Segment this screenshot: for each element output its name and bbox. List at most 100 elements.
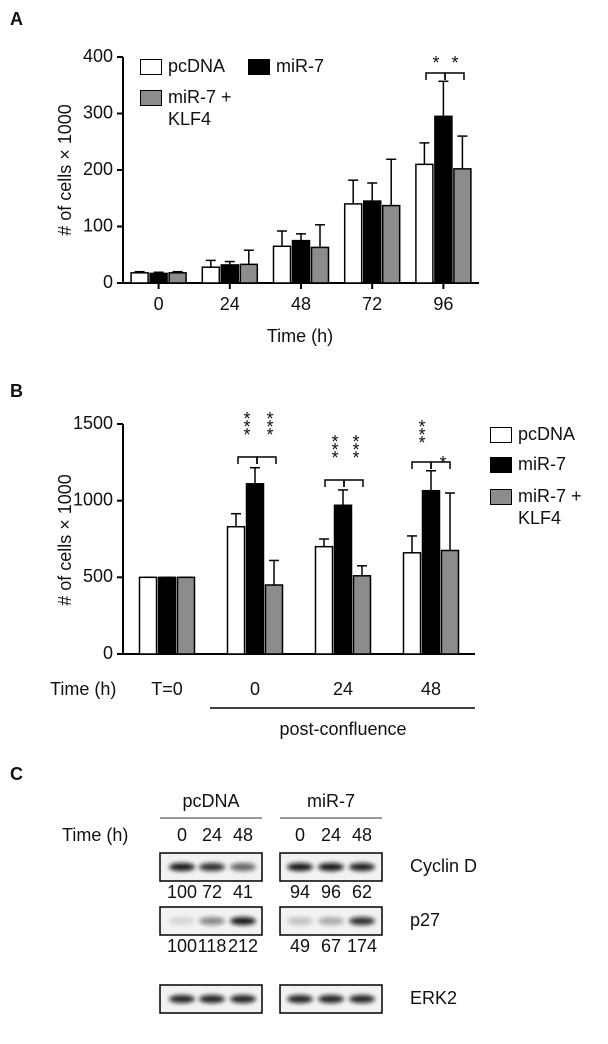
- blot-band: [318, 995, 344, 1003]
- y-tick-label: 200: [83, 159, 113, 179]
- significance-bracket: [324, 479, 345, 487]
- significance-bracket: [430, 461, 451, 469]
- blot-band: [230, 917, 256, 925]
- quantification: 100: [167, 936, 197, 956]
- bar: [168, 272, 187, 284]
- bar: [201, 266, 221, 284]
- bar: [239, 263, 259, 284]
- significance-stars: ***: [352, 432, 359, 468]
- x-tick-label: 24: [220, 294, 240, 314]
- blot-band: [349, 917, 375, 925]
- bar: [245, 483, 265, 655]
- legend-item: pcDNA: [140, 55, 225, 77]
- legend-label: miR-7 + KLF4: [518, 486, 582, 528]
- blot-band: [199, 863, 225, 871]
- bar: [362, 200, 382, 284]
- legend-swatch: [140, 59, 162, 75]
- blot-band: [287, 917, 313, 925]
- bar: [402, 552, 422, 655]
- legend-swatch: [140, 90, 162, 106]
- x-tick-label: 0: [250, 679, 260, 699]
- y-tick-label: 300: [83, 102, 113, 122]
- lane-label: 48: [352, 825, 372, 845]
- significance-stars: *: [451, 53, 458, 73]
- x-tick-label: 24: [333, 679, 353, 699]
- group-label: post-confluence: [279, 719, 406, 739]
- y-tick-label: 1000: [73, 489, 113, 509]
- x-tick-label: 96: [433, 294, 453, 314]
- significance-stars: ***: [418, 417, 425, 453]
- blot-band: [169, 917, 195, 925]
- quantification: 72: [202, 882, 222, 902]
- x-axis-label: Time (h): [50, 679, 116, 699]
- blot-band: [230, 995, 256, 1003]
- bar: [381, 204, 401, 284]
- blot-band: [287, 863, 313, 871]
- bar: [352, 575, 372, 655]
- quantification: 49: [290, 936, 310, 956]
- significance-stars: ***: [266, 409, 273, 445]
- significance-bracket: [256, 456, 277, 464]
- bar: [149, 272, 168, 284]
- bar: [272, 245, 292, 284]
- significance-stars: ***: [243, 409, 250, 445]
- significance-bracket: [444, 72, 465, 80]
- legend-item: miR-7: [248, 55, 324, 77]
- bar: [434, 115, 453, 284]
- bar: [176, 576, 196, 655]
- quantification: 62: [352, 882, 372, 902]
- blot-band: [349, 995, 375, 1003]
- row-label: p27: [410, 910, 440, 930]
- x-axis-label: Time (h): [267, 326, 333, 346]
- lane-label: 48: [233, 825, 253, 845]
- quantification: 67: [321, 936, 341, 956]
- bar: [343, 203, 363, 284]
- blot-band: [169, 995, 195, 1003]
- bar: [310, 246, 330, 284]
- x-tick-label: T=0: [151, 679, 183, 699]
- y-tick-label: 400: [83, 46, 113, 66]
- lane-label: 0: [295, 825, 305, 845]
- legend-label: miR-7: [276, 56, 324, 76]
- blot-band: [199, 995, 225, 1003]
- y-tick-label: 0: [103, 272, 113, 292]
- bar: [264, 584, 284, 655]
- quantification: 96: [321, 882, 341, 902]
- y-tick-label: 100: [83, 215, 113, 235]
- group-label: pcDNA: [182, 791, 239, 811]
- legend-item: miR-7 + KLF4: [490, 485, 596, 529]
- time-label: Time (h): [62, 825, 128, 845]
- legend-item: pcDNA: [490, 423, 575, 445]
- legend-swatch: [490, 427, 512, 443]
- bar: [220, 264, 240, 284]
- bar: [333, 504, 353, 655]
- lane-label: 0: [177, 825, 187, 845]
- quantification: 41: [233, 882, 253, 902]
- y-tick-label: 1500: [73, 413, 113, 433]
- y-tick-label: 0: [103, 643, 113, 663]
- bar: [421, 489, 441, 655]
- quantification: 212: [228, 936, 258, 956]
- bar: [453, 168, 472, 284]
- panel-label: A: [10, 9, 23, 29]
- quantification: 100: [167, 882, 197, 902]
- legend-item: miR-7: [490, 453, 566, 475]
- quantification: 94: [290, 882, 310, 902]
- lane-label: 24: [202, 825, 222, 845]
- quantification: 174: [347, 936, 377, 956]
- bar: [314, 545, 334, 655]
- blot-band: [349, 863, 375, 871]
- blot-band: [199, 917, 225, 925]
- significance-bracket: [411, 461, 432, 469]
- y-axis-label: # of cells × 1000: [55, 104, 75, 236]
- panel-label: B: [10, 381, 23, 401]
- legend-swatch: [490, 457, 512, 473]
- significance-bracket: [343, 479, 364, 487]
- blot-band: [230, 863, 256, 871]
- y-tick-label: 500: [83, 566, 113, 586]
- bar: [291, 239, 311, 284]
- panel-label: C: [10, 764, 23, 784]
- row-label: Cyclin D: [410, 856, 477, 876]
